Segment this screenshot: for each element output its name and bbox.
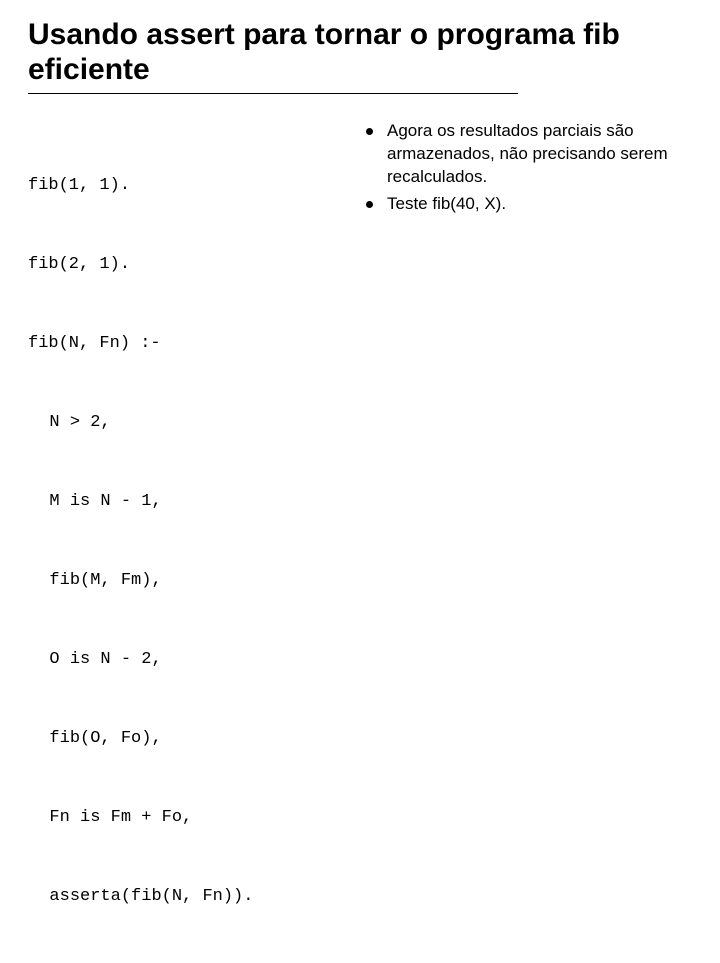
bullet-list: Agora os resultados parciais são armazen… — [366, 120, 692, 963]
code-line: fib(1, 1). — [28, 173, 358, 199]
code-line: fib(O, Fo), — [28, 726, 358, 752]
list-item: Agora os resultados parciais são armazen… — [366, 120, 692, 189]
code-block: fib(1, 1). fib(2, 1). fib(N, Fn) :- N > … — [28, 120, 358, 963]
list-item: Teste fib(40, X). — [366, 193, 692, 216]
bullet-text: Teste fib(40, X). — [387, 193, 692, 216]
code-line: Fn is Fm + Fo, — [28, 805, 358, 831]
bullet-icon — [366, 201, 373, 208]
title-divider — [28, 93, 518, 94]
slide-title: Usando assert para tornar o programa fib… — [28, 18, 692, 87]
code-line: fib(N, Fn) :- — [28, 331, 358, 357]
code-line: N > 2, — [28, 410, 358, 436]
bullet-text: Agora os resultados parciais são armazen… — [387, 120, 692, 189]
code-line: O is N - 2, — [28, 647, 358, 673]
code-line: fib(2, 1). — [28, 252, 358, 278]
code-line: fib(M, Fm), — [28, 568, 358, 594]
bullet-icon — [366, 128, 373, 135]
content-columns: fib(1, 1). fib(2, 1). fib(N, Fn) :- N > … — [28, 120, 692, 963]
code-line: asserta(fib(N, Fn)). — [28, 884, 358, 910]
code-line: M is N - 1, — [28, 489, 358, 515]
